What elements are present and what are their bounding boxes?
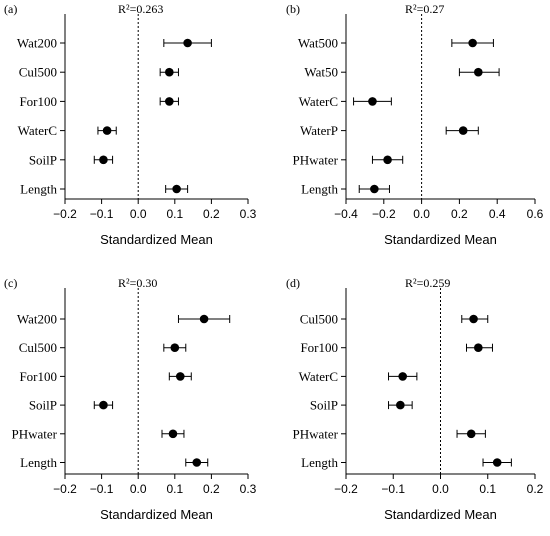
- mean-point: [368, 97, 377, 106]
- x-tick-label: 0.2: [203, 482, 220, 496]
- mean-point: [199, 314, 209, 324]
- mean-point: [383, 155, 392, 165]
- x-tick-label: 0.6: [527, 207, 544, 221]
- x-tick-label: 0.0: [130, 207, 147, 221]
- y-category-label: Wat200: [17, 312, 57, 327]
- x-tick-label: 0.1: [166, 207, 183, 221]
- y-category-label: SoilP: [29, 152, 57, 167]
- y-category-label: For100: [19, 94, 57, 109]
- x-tick-label: 0.2: [203, 207, 220, 221]
- y-category-label: Wat50: [304, 65, 338, 80]
- panel-b: (b) R²=0.27 −0.4 −0.2 0.0 0.2 0.4 0.6 Standardiz…: [286, 2, 544, 247]
- panel-c: (c) R²=0.30 −0.2 −0.1 0.0 0.1 0.2 0.3 Standardiz…: [4, 276, 257, 522]
- y-category-label: Wat200: [17, 36, 57, 51]
- y-category-label: Length: [20, 182, 57, 197]
- y-category-label: WaterC: [299, 94, 338, 109]
- mean-point: [99, 155, 108, 165]
- y-category-label: Cul500: [19, 340, 57, 355]
- y-category-label: Wat500: [298, 36, 338, 51]
- mean-point: [175, 372, 185, 381]
- mean-point: [458, 126, 468, 135]
- x-tick-label: 0.1: [166, 482, 183, 496]
- x-tick-label: −0.4: [334, 207, 358, 221]
- mean-point: [468, 38, 477, 48]
- mean-point: [99, 400, 108, 410]
- x-axis-title: Standardized Mean: [100, 232, 213, 247]
- mean-point: [165, 97, 174, 106]
- mean-point: [370, 184, 379, 194]
- x-tick-label: −0.1: [381, 482, 405, 496]
- y-category-label: Length: [301, 182, 338, 197]
- panel-label: (a): [4, 2, 17, 16]
- x-tick-label: 0.1: [479, 482, 496, 496]
- mean-point: [102, 126, 112, 135]
- x-tick-label: 0.2: [527, 482, 544, 496]
- x-tick-label: 0.3: [240, 207, 257, 221]
- x-tick-label: −0.2: [372, 207, 396, 221]
- y-category-label: SoilP: [310, 398, 338, 413]
- x-tick-label: 0.0: [130, 482, 147, 496]
- mean-point: [170, 343, 180, 353]
- x-axis-title: Standardized Mean: [384, 232, 497, 247]
- y-category-label: PHwater: [293, 426, 339, 441]
- x-tick-label: −0.2: [53, 482, 77, 496]
- x-tick-label: −0.2: [334, 482, 358, 496]
- mean-point: [396, 400, 405, 410]
- r2-label: R²=0.30: [118, 276, 157, 290]
- panel-label: (c): [4, 276, 17, 290]
- x-axis-title: Standardized Mean: [100, 507, 213, 522]
- mean-point: [168, 429, 178, 439]
- x-tick-label: 0.0: [432, 482, 449, 496]
- r2-label: R²=0.27: [405, 2, 444, 16]
- r2-label: R²=0.259: [405, 276, 450, 290]
- mean-point: [183, 38, 192, 48]
- y-category-label: For100: [19, 369, 57, 384]
- mean-point: [398, 372, 408, 381]
- x-tick-label: 0.4: [489, 207, 506, 221]
- mean-point: [165, 67, 174, 77]
- x-tick-label: −0.1: [90, 207, 114, 221]
- y-category-label: Cul500: [300, 312, 338, 327]
- y-category-label: WaterC: [18, 123, 57, 138]
- y-category-label: SoilP: [29, 398, 57, 413]
- panel-label: (b): [286, 2, 300, 16]
- y-category-label: WaterC: [299, 369, 338, 384]
- x-tick-label: 0.3: [240, 482, 257, 496]
- y-category-label: Length: [301, 455, 338, 470]
- y-category-label: PHwater: [12, 426, 58, 441]
- y-category-label: Cul500: [19, 65, 57, 80]
- y-category-label: For100: [300, 340, 338, 355]
- r2-label: R²=0.263: [118, 2, 163, 16]
- y-category-label: Length: [20, 455, 57, 470]
- panel-label: (d): [286, 276, 300, 290]
- mean-point: [474, 343, 483, 353]
- mean-point: [172, 184, 181, 194]
- panel-a: (a) R²=0.263 −0.2 −0.1 0.0 0.1 0.2 0.3 Standardi…: [4, 2, 257, 247]
- x-tick-label: 0.0: [413, 207, 430, 221]
- x-tick-label: −0.2: [53, 207, 77, 221]
- x-tick-label: 0.2: [451, 207, 468, 221]
- mean-point: [466, 429, 476, 439]
- mean-point: [469, 314, 478, 324]
- mean-point: [192, 458, 202, 467]
- panel-d: (d) R²=0.259 −0.2 −0.1 0.0 0.1 0.2 Standardized…: [286, 276, 544, 522]
- y-category-label: PHwater: [293, 152, 339, 167]
- mean-point: [474, 67, 483, 77]
- x-axis-title: Standardized Mean: [384, 507, 497, 522]
- mean-point: [492, 458, 502, 467]
- y-category-label: WaterP: [300, 123, 338, 138]
- x-tick-label: −0.1: [90, 482, 114, 496]
